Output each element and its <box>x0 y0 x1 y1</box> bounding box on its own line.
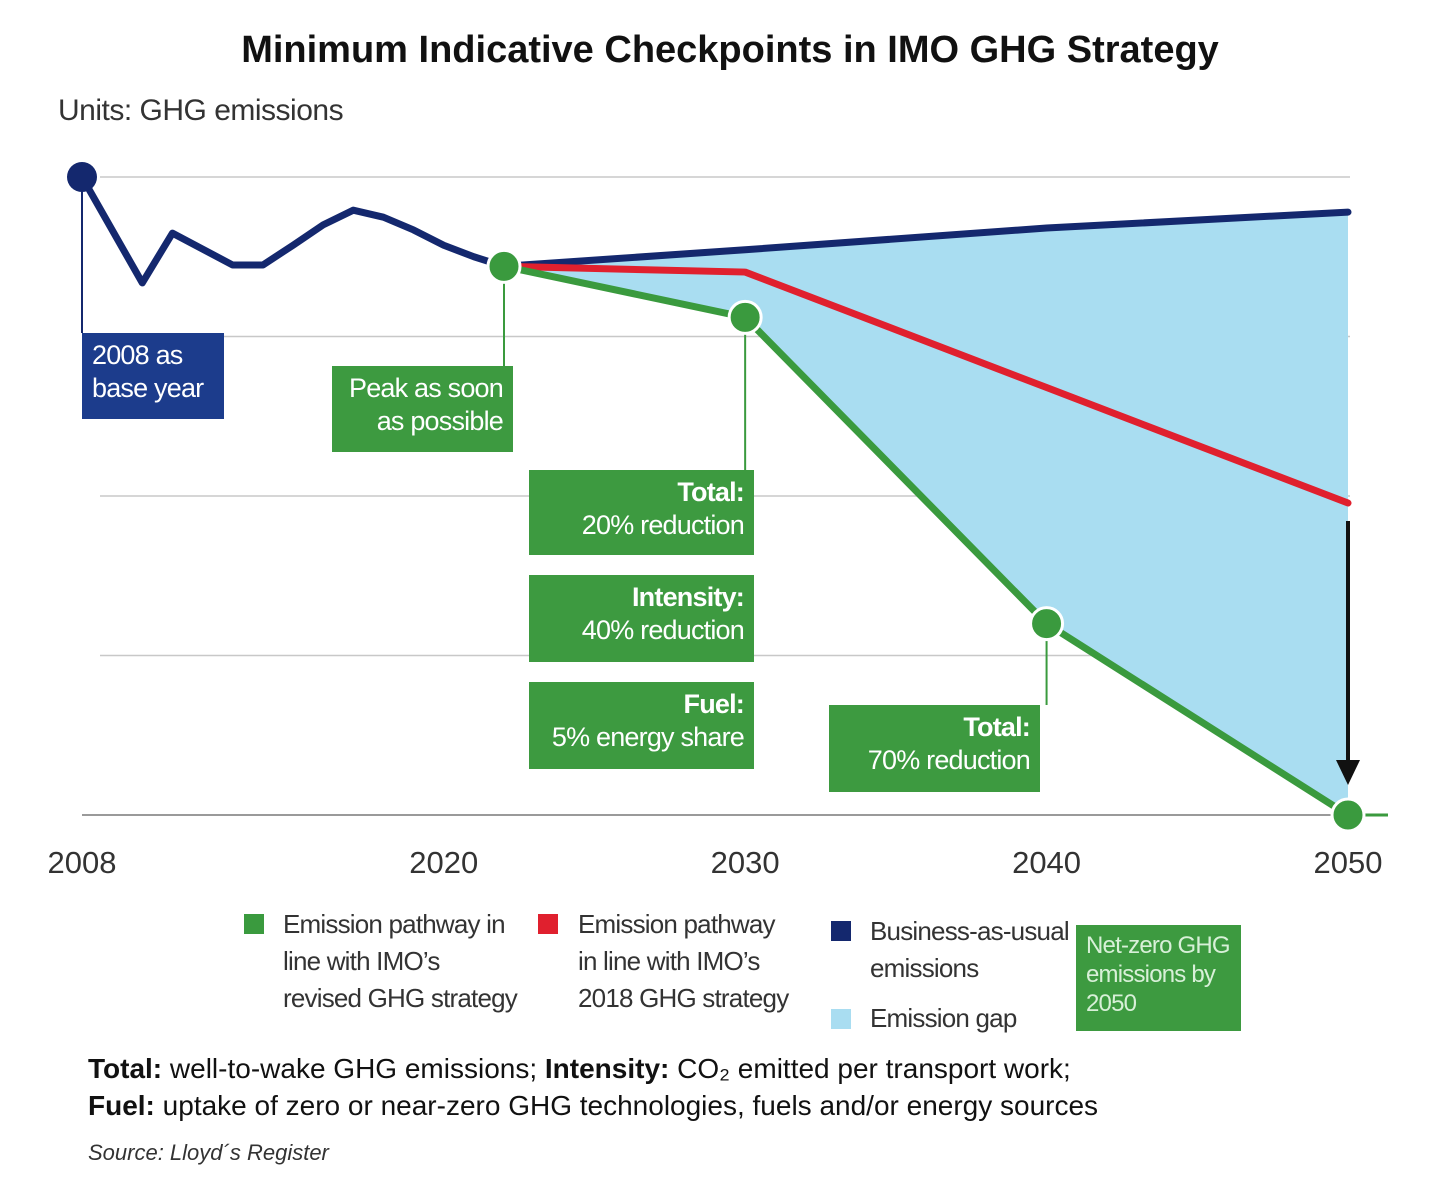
callout-label: Total: <box>963 712 1030 742</box>
emission-gap-area <box>504 212 1348 816</box>
callout: Fuel: 5% energy share <box>529 682 754 769</box>
callout-text: Net-zero GHG emissions by 2050 <box>1086 932 1231 1017</box>
legend-label: Business-as-usual emissions <box>870 916 1070 983</box>
callout-text: 5% energy share <box>551 722 745 752</box>
x-tick-label: 2008 <box>48 845 117 880</box>
callout-text: 70% reduction <box>867 745 1031 775</box>
callout: Total: 70% reduction <box>829 705 1040 792</box>
note-term: Total: <box>88 1053 163 1084</box>
callout: 2008 as base year <box>82 333 224 419</box>
callout: Peak as soon as possible <box>332 366 513 452</box>
series-line <box>500 262 1352 819</box>
note-term: Intensity: <box>544 1053 670 1084</box>
series-line <box>78 173 1352 287</box>
callout: Intensity: 40% reduction <box>529 575 754 662</box>
legend-swatch <box>538 914 558 934</box>
checkpoint-marker <box>486 248 522 284</box>
x-tick-label: 2030 <box>711 845 780 880</box>
legend-swatch <box>831 1009 851 1029</box>
series-line <box>500 262 1352 507</box>
note-term: Fuel: <box>88 1090 155 1121</box>
x-tick-label: 2040 <box>1012 845 1081 880</box>
checkpoint-marker <box>727 299 763 335</box>
x-tick-label: 2020 <box>409 845 478 880</box>
checkpoint-marker <box>1330 797 1366 833</box>
units-label: Units: GHG emissions <box>58 94 344 127</box>
callout-text: 2008 as base year <box>92 340 204 403</box>
note-definition: uptake of zero or near-zero GHG technolo… <box>162 1090 1099 1121</box>
callout-label: Total: <box>677 477 744 507</box>
callout-text: Peak as soon as possible <box>348 373 504 436</box>
legend-label: Emission pathway in line with IMO’s 2018… <box>578 909 789 1013</box>
arrow-head <box>1336 760 1360 785</box>
callout-text: 40% reduction <box>581 615 745 645</box>
source: Source: Lloyd´s Register <box>88 1140 329 1165</box>
legend-swatch <box>831 921 851 941</box>
legend-swatch <box>244 914 264 934</box>
callout: Total: 20% reduction <box>529 470 754 555</box>
note-definition: well-to-wake GHG emissions; <box>169 1053 538 1084</box>
note-definition: CO₂ emitted per transport work; <box>677 1053 1071 1084</box>
x-tick-label: 2050 <box>1314 845 1383 880</box>
legend-label: Emission pathway in line with IMO’s revi… <box>283 909 518 1013</box>
legend-label: Emission gap <box>870 1003 1017 1033</box>
chart-title: Minimum Indicative Checkpoints in IMO GH… <box>241 29 1219 71</box>
callout-label: Intensity: <box>631 582 745 612</box>
callout: Net-zero GHG emissions by 2050 <box>1076 925 1241 1031</box>
footnotes: Total: well-to-wake GHG emissions; Inten… <box>88 1050 1288 1124</box>
checkpoint-marker <box>1029 606 1065 642</box>
callout-label: Fuel: <box>683 689 745 719</box>
checkpoint-marker <box>67 162 97 192</box>
callout-text: 20% reduction <box>581 510 745 540</box>
